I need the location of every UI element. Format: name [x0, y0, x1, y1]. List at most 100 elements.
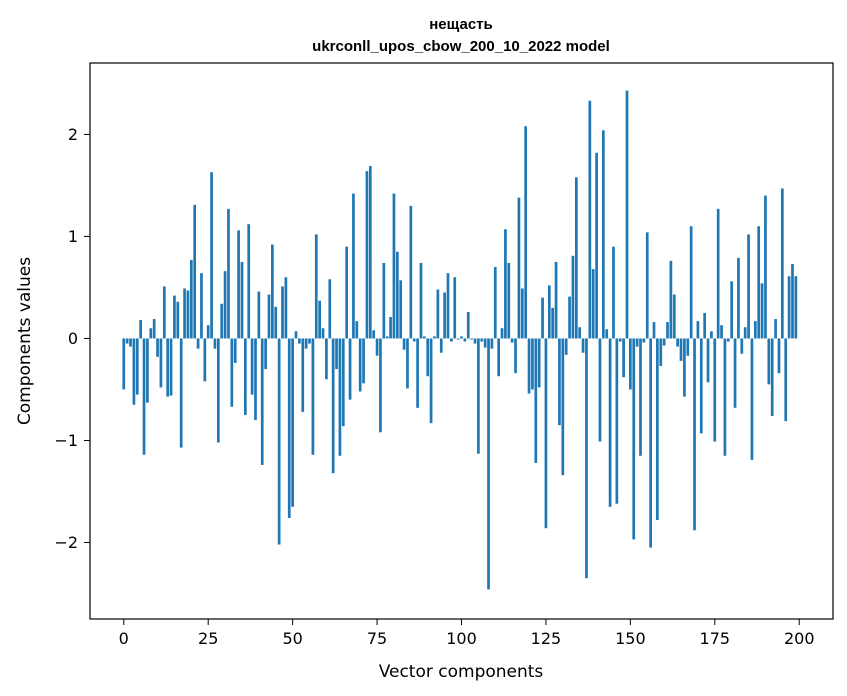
bar — [629, 338, 632, 390]
bar — [463, 338, 467, 342]
bar — [240, 261, 244, 339]
bar — [581, 338, 585, 353]
bar — [571, 255, 575, 339]
bar — [368, 166, 372, 339]
bar — [132, 338, 136, 405]
bar — [666, 322, 669, 339]
bar — [385, 336, 389, 339]
bar — [244, 338, 247, 415]
bar — [237, 230, 240, 339]
bar — [662, 338, 666, 346]
bar — [429, 338, 433, 424]
x-tick-label: 100 — [446, 629, 477, 648]
bar — [419, 262, 423, 339]
bar — [466, 311, 470, 339]
bar — [257, 291, 261, 339]
bar — [227, 208, 230, 339]
bar — [635, 338, 639, 347]
bar — [409, 205, 413, 339]
bar — [186, 290, 190, 339]
bar — [159, 338, 163, 388]
bar — [507, 262, 511, 339]
bar — [382, 262, 386, 339]
bar — [352, 193, 355, 339]
bar — [791, 263, 794, 339]
y-axis-label: Components values — [15, 257, 35, 425]
bar — [774, 319, 777, 339]
bar — [578, 327, 582, 339]
bar — [477, 338, 480, 454]
bar — [683, 338, 686, 397]
bar — [601, 130, 605, 339]
bar — [574, 177, 578, 339]
bar — [710, 331, 713, 339]
bar — [770, 338, 774, 416]
bar — [399, 280, 403, 339]
bar — [348, 338, 352, 400]
bar — [416, 338, 419, 408]
bar — [541, 297, 544, 339]
bar — [500, 328, 504, 339]
bar — [291, 338, 294, 507]
bar — [308, 338, 311, 344]
plot-frame — [89, 62, 834, 620]
x-axis-label: Vector components — [379, 662, 544, 682]
bar — [649, 338, 652, 548]
bar — [365, 171, 369, 339]
bar — [122, 338, 126, 390]
bar — [520, 288, 524, 339]
bar — [527, 338, 531, 394]
bar — [392, 193, 396, 339]
bar — [233, 338, 237, 363]
y-tick-label: 0 — [68, 329, 78, 348]
bar — [639, 338, 642, 456]
bar — [733, 338, 737, 408]
bar — [152, 319, 156, 339]
bar — [585, 338, 588, 579]
bar — [189, 259, 193, 339]
bar — [287, 338, 291, 518]
bar — [129, 338, 132, 347]
bar — [760, 283, 764, 339]
bar — [794, 276, 798, 339]
bar — [247, 224, 251, 339]
bar — [443, 292, 446, 339]
x-tick-label: 50 — [282, 629, 302, 648]
bar — [787, 276, 791, 339]
bar — [446, 273, 450, 339]
bar — [321, 328, 325, 339]
bar — [281, 286, 284, 339]
x-tick-label: 150 — [615, 629, 646, 648]
bar — [254, 338, 257, 421]
bar — [737, 257, 740, 339]
bar — [250, 338, 254, 395]
bar — [561, 338, 565, 476]
bar — [652, 322, 656, 339]
bar — [274, 306, 278, 339]
bar — [473, 338, 477, 344]
bar — [345, 246, 349, 339]
x-axis-ticks: 0 25 50 75 100 125 150 175 200 — [119, 619, 815, 648]
bar — [595, 152, 598, 339]
bar — [372, 330, 376, 339]
bar — [706, 338, 710, 383]
bar — [142, 338, 146, 455]
x-tick-label: 125 — [531, 629, 562, 648]
bar — [220, 303, 224, 339]
bar — [173, 295, 176, 339]
bar — [490, 338, 494, 349]
bar — [767, 338, 771, 385]
bar — [693, 338, 696, 531]
bar — [179, 338, 183, 448]
bar — [699, 338, 703, 434]
bar — [642, 338, 646, 343]
bar — [149, 328, 153, 339]
y-axis-ticks: −2 −1 0 1 2 — [54, 125, 90, 552]
bar — [216, 338, 220, 443]
y-tick-label: −1 — [54, 431, 78, 450]
bar — [311, 338, 315, 455]
bar — [615, 338, 619, 504]
bar — [564, 338, 568, 355]
bar — [264, 338, 267, 370]
bar — [493, 267, 497, 339]
